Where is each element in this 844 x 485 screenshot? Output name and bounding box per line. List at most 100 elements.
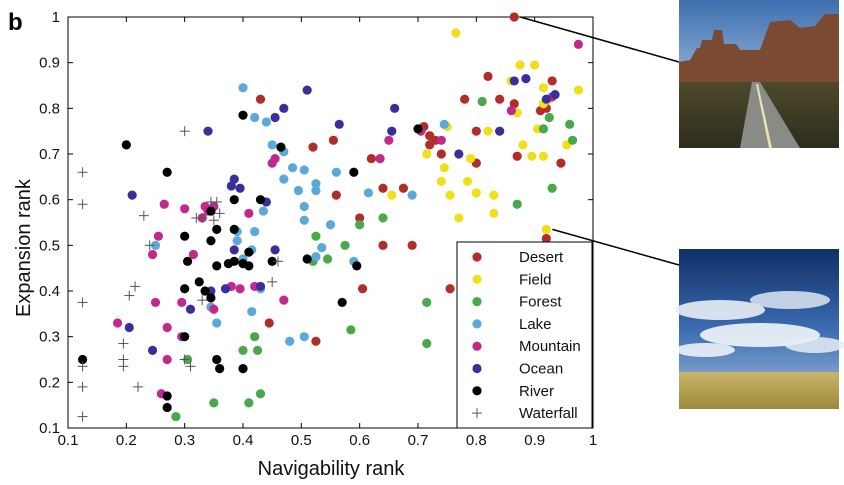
ocean-point [185, 304, 196, 314]
series-lake [150, 83, 449, 346]
legend-label-lake: Lake [519, 316, 552, 333]
river-point [229, 256, 239, 266]
lake-point [311, 185, 321, 196]
ocean-point [235, 183, 245, 193]
forest-point [565, 119, 575, 129]
mountain-point [209, 304, 219, 314]
forest-point [422, 297, 432, 308]
y-tick-label: 0.4 [39, 283, 60, 300]
legend-label-waterfall: Waterfall [519, 405, 578, 422]
field-point [489, 190, 499, 200]
mountain-point [177, 297, 187, 308]
forest-point [567, 135, 578, 145]
mountain-point [506, 106, 516, 116]
desert-point [311, 336, 321, 346]
legend-label-mountain: Mountain [519, 338, 581, 355]
desert-point [407, 240, 417, 250]
plot-frame [67, 16, 594, 429]
forest-point [512, 199, 522, 209]
ocean-point [495, 126, 505, 136]
river-point [244, 247, 254, 257]
forest-point [544, 112, 554, 123]
lake-point [258, 206, 269, 216]
lake-point [299, 332, 309, 342]
river-point [162, 391, 172, 401]
field-point [483, 126, 493, 136]
desert-point [445, 284, 455, 294]
annotation-lines [520, 16, 680, 266]
legend-box [456, 241, 593, 429]
river-point [244, 261, 254, 271]
river-point [77, 354, 88, 365]
series-waterfall [77, 126, 283, 422]
mountain-point [180, 204, 190, 214]
legend-marker-forest [472, 297, 482, 307]
forest-point [340, 240, 350, 250]
desert-point [357, 284, 368, 294]
mountain-point [112, 318, 123, 328]
mountain-point [188, 249, 199, 260]
legend-label-desert: Desert [519, 249, 564, 266]
river-point [162, 402, 172, 413]
waterfall-point [208, 215, 219, 226]
river-point [302, 254, 312, 264]
y-tick-label: 0.9 [39, 55, 60, 72]
waterfall-point [77, 167, 88, 178]
legend-marker-field [472, 274, 482, 284]
river-point [206, 206, 216, 216]
desert-point [460, 94, 470, 104]
ocean-point [302, 85, 312, 95]
forest-point [238, 345, 248, 355]
ocean-point [124, 322, 134, 333]
field-point [422, 149, 432, 159]
forest-point [311, 231, 321, 241]
y-tick-label: 0.8 [39, 100, 60, 117]
waterfall-point [138, 210, 149, 221]
x-tick-label: 0.1 [58, 432, 79, 449]
desert-point [378, 240, 388, 250]
river-point [352, 261, 362, 271]
desert-point [483, 71, 493, 81]
waterfall-point [118, 361, 129, 372]
field-point [530, 60, 540, 70]
mountain-point [279, 295, 289, 305]
field-point [454, 213, 464, 223]
y-tick-label: 0.7 [39, 146, 60, 163]
forest-point [252, 345, 263, 355]
mountain-point [162, 322, 172, 333]
field-point [541, 224, 551, 234]
river-point [238, 364, 248, 374]
legend-label-ocean: Ocean [519, 361, 563, 378]
legend-label-forest: Forest [519, 294, 562, 311]
desert-point [495, 94, 505, 104]
lake-point [150, 240, 161, 250]
ocean-point [454, 149, 464, 159]
waterfall-point [214, 208, 225, 219]
waterfall-point [118, 338, 129, 349]
lake-point [331, 167, 341, 177]
ocean-point [509, 76, 519, 86]
desert-point [264, 318, 274, 328]
x-tick-label: 0.2 [116, 432, 137, 449]
waterfall-point [267, 276, 278, 287]
waterfall-point [179, 354, 190, 365]
legend-label-river: River [519, 383, 554, 400]
desert-point [308, 142, 318, 152]
river-point [121, 140, 131, 150]
waterfall-point [191, 212, 202, 223]
legend-marker-ocean [472, 363, 482, 374]
field-point [538, 83, 549, 93]
field-point [387, 190, 397, 200]
lake-point [279, 174, 289, 184]
ocean-point [387, 126, 397, 136]
waterfall-point [77, 381, 88, 392]
river-point [255, 195, 266, 205]
desert-point [541, 233, 551, 244]
legend-label-field: Field [519, 271, 552, 288]
x-tick-label: 0.8 [466, 432, 487, 449]
ocean-point [226, 181, 236, 191]
mountain-point [153, 231, 164, 241]
legend: Desert Field Forest Lake Mountain Ocean River W… [456, 241, 593, 429]
y-tick-label: 0.2 [39, 374, 60, 391]
